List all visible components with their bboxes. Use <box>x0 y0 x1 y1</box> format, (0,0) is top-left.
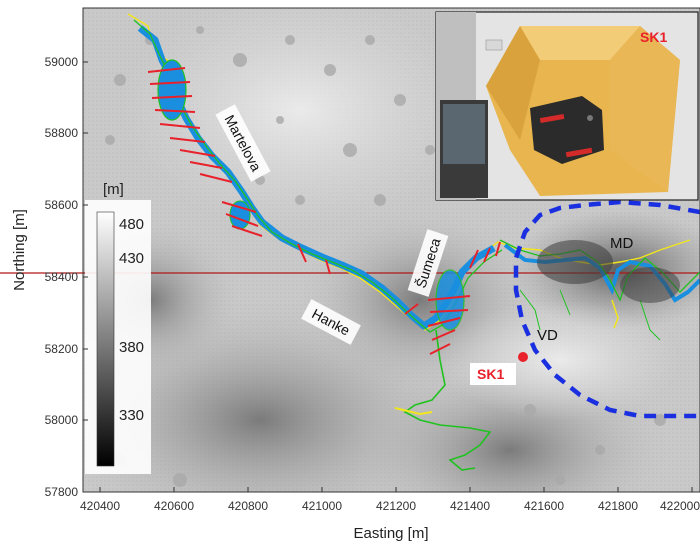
y-axis-label: Northing [m] <box>11 209 28 291</box>
colorbar-unit: [m] <box>103 181 124 198</box>
inset-label: SK1 <box>640 29 667 45</box>
cross-sections <box>147 67 501 355</box>
md-boundary <box>513 199 700 419</box>
x-tick-label: 420400 <box>80 499 120 513</box>
x-tick-label: 422000 <box>660 499 700 513</box>
x-tick-label: 420800 <box>228 499 268 513</box>
area-label-vd: VD <box>537 327 558 344</box>
plot-frame <box>82 7 700 493</box>
x-tick-label: 421200 <box>376 499 416 513</box>
station-label: SK1 <box>477 366 504 382</box>
cave-lower-loop <box>403 329 492 471</box>
y-tick-label: 58400 <box>45 270 79 284</box>
colorbar-tick-330: 330 <box>119 407 144 424</box>
colorbar: [m] 480 430 380 330 <box>85 181 151 474</box>
x-tick-label: 421800 <box>598 499 638 513</box>
x-tick-label: 420600 <box>154 499 194 513</box>
cave-md-yellow <box>611 299 619 329</box>
y-tick-label: 57800 <box>45 485 79 499</box>
cave-md-green-2 <box>519 289 661 341</box>
x-tick-label: 421600 <box>524 499 564 513</box>
station-marker <box>518 352 528 362</box>
y-tick-label: 59000 <box>45 55 79 69</box>
sinkholes <box>105 26 666 487</box>
chamber-upper <box>157 59 187 121</box>
cave-passage <box>127 13 700 471</box>
cave-lower-loop-yellow <box>394 407 433 416</box>
station-label-box <box>470 363 516 385</box>
colorbar-tick-430: 430 <box>119 250 144 267</box>
x-axis: 420400 420600 420800 421000 421200 42140… <box>80 487 700 513</box>
y-tick-label: 58600 <box>45 198 79 212</box>
y-tick-label: 58800 <box>45 126 79 140</box>
colorbar-tick-380: 380 <box>119 339 144 356</box>
y-axis: 59000 58800 58600 58400 58200 58000 5780… <box>45 55 88 499</box>
y-tick-label: 58000 <box>45 413 79 427</box>
y-tick-label: 58200 <box>45 342 79 356</box>
x-axis-label: Easting [m] <box>353 525 428 542</box>
colorbar-tick-480: 480 <box>119 216 144 233</box>
colorbar-gradient <box>96 211 115 467</box>
x-tick-label: 421400 <box>450 499 490 513</box>
area-label-md: MD <box>610 235 633 252</box>
x-tick-label: 421000 <box>302 499 342 513</box>
inset-photo: SK1 <box>435 11 699 201</box>
